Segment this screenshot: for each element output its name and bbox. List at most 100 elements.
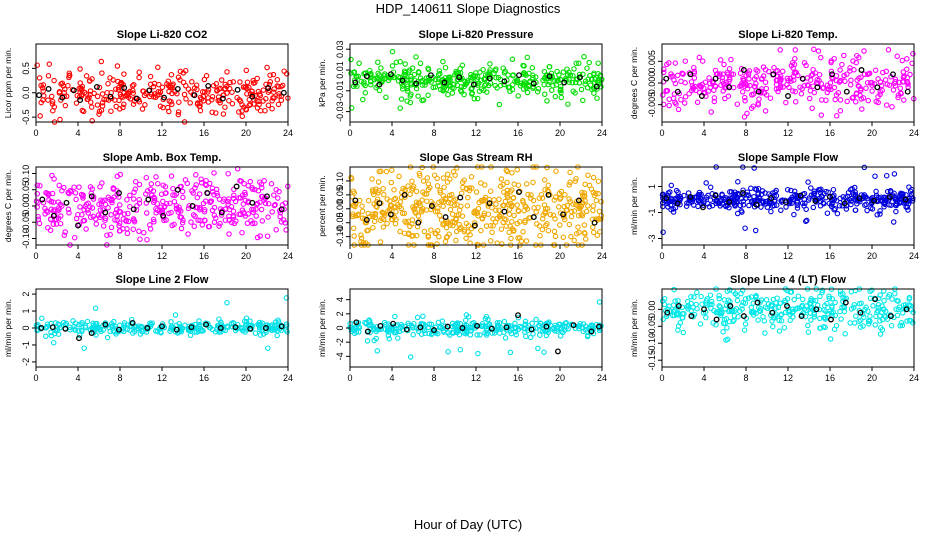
panel-title: Slope Li-820 Temp.: [738, 29, 837, 41]
data-point: [230, 320, 236, 326]
data-point: [224, 69, 230, 75]
data-point: [230, 195, 237, 202]
data-point: [770, 296, 777, 303]
data-point: [113, 207, 120, 213]
data-point: [594, 232, 601, 238]
data-point: [871, 81, 878, 87]
reference-point: [205, 82, 212, 89]
reference-point: [121, 84, 128, 91]
data-point: [50, 221, 57, 227]
data-point: [762, 79, 769, 85]
data-point: [211, 191, 217, 198]
data-point: [834, 210, 841, 217]
data-point: [445, 91, 451, 98]
data-point: [112, 217, 118, 223]
data-point: [595, 60, 601, 66]
data-point: [778, 318, 785, 324]
data-point: [170, 185, 176, 192]
data-point: [544, 320, 551, 327]
data-point: [562, 323, 568, 329]
x-tick-label: 20: [867, 251, 877, 261]
x-tick-label: 20: [555, 251, 565, 261]
data-point: [555, 204, 562, 210]
data-point: [425, 92, 431, 99]
data-point: [153, 174, 159, 180]
data-point: [795, 72, 801, 79]
data-point: [206, 223, 213, 230]
data-point: [509, 170, 515, 176]
data-point: [458, 224, 464, 231]
data-point: [430, 84, 437, 91]
data-point: [385, 327, 391, 333]
data-points: [34, 58, 291, 125]
x-tick-label: 0: [347, 128, 352, 138]
data-point: [588, 76, 595, 82]
data-point: [828, 58, 835, 64]
data-point: [391, 323, 397, 330]
data-point: [381, 73, 388, 79]
data-point: [387, 206, 393, 212]
reference-point: [191, 92, 198, 99]
data-point: [810, 191, 817, 197]
data-point: [598, 198, 604, 205]
data-point: [434, 241, 440, 247]
y-tick-label: 0.00: [647, 301, 657, 319]
data-point: [177, 208, 184, 214]
data-point: [828, 68, 835, 75]
data-point: [450, 219, 456, 226]
data-point: [896, 200, 903, 206]
data-point: [717, 71, 723, 77]
data-point: [467, 332, 474, 338]
data-point: [425, 181, 432, 187]
reference-point: [769, 309, 776, 316]
data-point: [566, 182, 572, 188]
data-point: [399, 83, 406, 89]
data-point: [76, 322, 82, 328]
data-point: [398, 96, 405, 102]
data-point: [168, 319, 174, 325]
data-point: [790, 314, 796, 320]
data-point: [131, 82, 137, 88]
reference-point: [159, 323, 165, 330]
data-point: [355, 211, 362, 218]
data-point: [910, 309, 916, 316]
data-point: [572, 178, 579, 184]
data-point: [580, 71, 586, 78]
data-point: [442, 64, 449, 71]
reference-point: [457, 194, 464, 201]
data-point: [269, 209, 275, 215]
x-tick-label: 12: [783, 128, 793, 138]
data-point: [96, 111, 102, 117]
data-point: [208, 198, 215, 204]
data-point: [716, 303, 723, 309]
data-point: [856, 83, 862, 90]
data-point: [755, 100, 761, 106]
data-point: [568, 213, 575, 220]
data-point: [498, 176, 505, 182]
data-point: [545, 182, 552, 189]
data-point: [696, 82, 703, 89]
data-point: [529, 320, 535, 327]
data-point: [487, 188, 494, 194]
data-point: [763, 297, 770, 303]
panel-title: Slope Amb. Box Temp.: [103, 152, 222, 164]
data-point: [466, 185, 473, 191]
data-point: [853, 313, 859, 319]
data-point: [76, 184, 82, 190]
data-point: [671, 286, 677, 293]
reference-point: [713, 316, 720, 323]
data-point: [377, 239, 384, 245]
data-point: [847, 68, 853, 74]
data-point: [434, 208, 441, 214]
data-point: [109, 196, 115, 203]
data-point: [425, 234, 432, 240]
data-point: [482, 330, 488, 336]
data-point: [259, 184, 265, 191]
data-point: [836, 203, 843, 209]
data-point: [537, 232, 543, 239]
panel-title: Slope Li-820 CO2: [117, 29, 207, 41]
data-point: [674, 72, 681, 79]
data-point: [214, 88, 220, 94]
data-point: [659, 200, 666, 206]
data-point: [672, 80, 679, 87]
